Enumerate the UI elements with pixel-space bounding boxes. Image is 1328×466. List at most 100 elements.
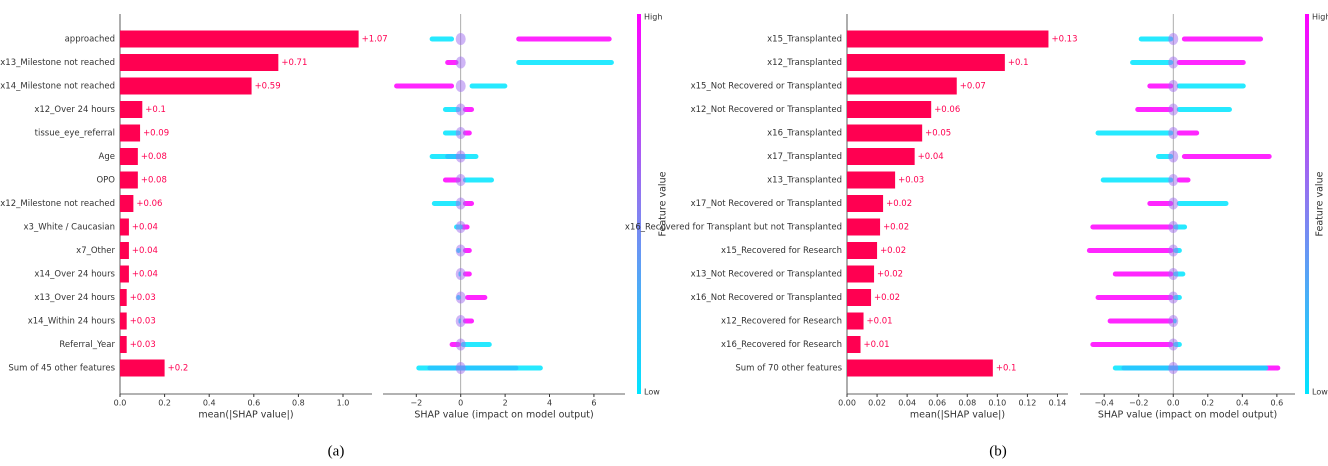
swarm-range: [462, 318, 475, 324]
y-tick-label: x16_Transplanted: [767, 129, 842, 139]
swarm-core: [455, 174, 466, 186]
swarm-core: [455, 33, 466, 45]
y-tick-label: x13_Milestone not reached: [0, 58, 115, 68]
y-tick-label: x12_Over 24 hours: [34, 105, 115, 115]
swarm-range: [1147, 83, 1174, 89]
swarm-range: [416, 365, 543, 371]
swarm-core: [455, 291, 466, 304]
x-tick-label: 0.08: [958, 399, 976, 408]
bar: [847, 148, 915, 165]
value-label: +0.13: [1051, 35, 1077, 45]
y-tick-label: x15_Not Recovered or Transplanted: [691, 82, 842, 92]
bar: [847, 30, 1049, 48]
value-label: +0.03: [130, 340, 156, 350]
bar: [120, 101, 143, 118]
x-tick-label: 1.0: [337, 399, 350, 408]
bar: [847, 265, 875, 283]
x-tick-label: 0.8: [292, 399, 305, 408]
value-label: +0.04: [132, 270, 158, 280]
swarm-range: [394, 83, 455, 89]
bar: [120, 30, 359, 48]
x-tick-label: 4: [547, 399, 552, 408]
swarm-range: [1176, 83, 1246, 89]
swarm-range: [431, 201, 461, 206]
y-tick-label: x7_Other: [76, 246, 115, 256]
colorbar: [1305, 14, 1309, 394]
value-label: +0.08: [141, 176, 167, 186]
bar: [120, 289, 127, 306]
bar: [847, 171, 896, 189]
value-label: +0.03: [130, 293, 156, 303]
y-tick-label: x16_Recovered for Research: [721, 340, 842, 350]
value-label: +0.02: [880, 246, 906, 256]
value-label: +0.1: [1008, 58, 1029, 68]
x-tick-label: 0.6: [1271, 399, 1284, 408]
swarm-core: [1168, 362, 1179, 374]
swarm-range: [516, 60, 614, 65]
value-label: +0.02: [886, 199, 912, 209]
swarm-range: [1090, 224, 1174, 230]
x-tick-label: 0.14: [1049, 399, 1067, 408]
swarm-range: [445, 60, 459, 65]
swarm-core: [1168, 244, 1179, 257]
value-label: +0.02: [874, 293, 900, 303]
bar: [847, 195, 884, 212]
value-label: +0.02: [883, 223, 909, 233]
y-tick-label: x17_Not Recovered or Transplanted: [691, 199, 842, 209]
swarm-core: [455, 362, 466, 374]
swarm-range: [1181, 36, 1264, 42]
swarm-range: [1176, 60, 1246, 65]
x-tick-label: 2: [503, 399, 508, 408]
swarm-core: [455, 268, 466, 280]
x-axis-label: mean(|SHAP value|): [198, 410, 293, 421]
swarm-range: [1181, 154, 1272, 159]
swarm-core: [1168, 150, 1179, 163]
swarm-range: [1130, 60, 1174, 65]
swarm-core: [455, 103, 466, 116]
colorbar: [637, 14, 641, 394]
y-tick-label: Sum of 70 other features: [735, 364, 842, 374]
x-tick-label: 0.10: [988, 399, 1006, 408]
bar: [120, 124, 141, 142]
swarm-range: [1135, 107, 1174, 112]
swarm-core: [455, 197, 466, 210]
swarm-range: [1176, 201, 1229, 206]
x-tick-label: 0.04: [898, 399, 916, 408]
x-tick-label: 0.0: [1167, 399, 1180, 408]
swarm-range: [1176, 177, 1191, 183]
colorbar-label: Feature value: [658, 171, 669, 236]
x-tick-label: 0.6: [247, 399, 260, 408]
bar: [847, 218, 881, 236]
x-tick-label: 0.2: [1201, 399, 1214, 408]
y-tick-label: x17_Transplanted: [767, 152, 842, 162]
swarm-range: [1100, 177, 1174, 183]
value-label: +0.01: [867, 317, 893, 327]
colorbar-label: Feature value: [1315, 171, 1326, 236]
swarm-core: [455, 221, 466, 233]
bar: [847, 101, 932, 118]
bar: [120, 312, 127, 330]
bar: [847, 242, 878, 259]
value-label: +0.08: [141, 152, 167, 162]
swarm-range: [1147, 201, 1174, 206]
y-tick-label: x14_Milestone not reached: [0, 82, 115, 92]
y-tick-label: tissue_eye_referral: [35, 129, 115, 139]
swarm-core: [455, 127, 466, 139]
swarm-core: [1168, 33, 1179, 45]
swarm-range: [1086, 248, 1174, 253]
x-tick-label: 0.4: [1236, 399, 1249, 408]
swarm-core: [455, 80, 466, 92]
y-tick-label: x16_Not Recovered or Transplanted: [691, 293, 842, 303]
swarm-range: [1095, 130, 1174, 136]
y-tick-label: OPO: [96, 176, 115, 186]
value-label: +0.59: [255, 82, 281, 92]
swarm-range: [516, 36, 612, 42]
value-label: +0.04: [132, 246, 158, 256]
swarm-core: [1168, 315, 1179, 327]
y-tick-label: x12_Milestone not reached: [0, 199, 115, 209]
value-label: +0.03: [898, 176, 924, 186]
x-axis-label: SHAP value (impact on model output): [414, 410, 593, 421]
bar: [847, 336, 861, 353]
swarm-core: [1168, 338, 1179, 351]
